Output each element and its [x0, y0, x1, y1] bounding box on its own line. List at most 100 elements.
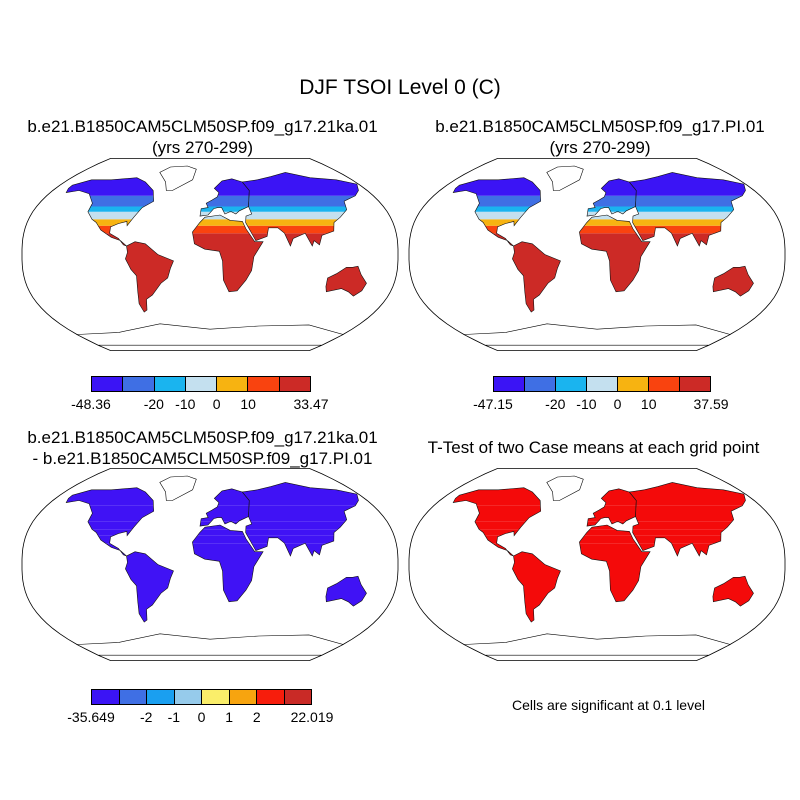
africa-coastline: [192, 524, 264, 603]
colorbar-tick-label: 0: [212, 396, 221, 412]
asia-band: [635, 516, 734, 522]
figure-title: DJF TSOI Level 0 (C): [299, 76, 501, 99]
namerica-band: [89, 195, 154, 207]
europe-band: [214, 178, 250, 196]
africa-coastline: [579, 214, 651, 293]
africa-band: [192, 225, 249, 234]
africa-band: [192, 233, 264, 292]
asia-band: [248, 505, 356, 517]
africa-band: [579, 535, 636, 544]
panel-4-map-content: [408, 468, 786, 661]
namerica-band: [98, 225, 128, 234]
colorbar-tick-label: 0: [197, 709, 206, 725]
asia-band: [638, 543, 715, 556]
colorbar-swatch: [173, 689, 202, 705]
namerica-band: [92, 529, 133, 536]
namerica-band: [479, 219, 520, 226]
namerica-band: [453, 487, 541, 506]
namerica-band: [87, 521, 139, 530]
samerica-coastline: [125, 551, 174, 623]
africa-coastline: [192, 214, 264, 293]
colorbar-swatch: [146, 689, 175, 705]
namerica-coastline: [65, 177, 155, 247]
colorbar-swatch: [617, 376, 649, 392]
panel-2-title: b.e21.B1850CAM5CLM50SP.f09_g17.PI.01 (yr…: [400, 116, 800, 158]
asia-band: [245, 219, 338, 226]
colorbar-tick-label: -1: [167, 709, 181, 725]
colorbar-tick-label: 22.019: [290, 709, 334, 725]
map-panel-4: [408, 468, 786, 661]
namerica-band: [479, 529, 520, 536]
europe-band: [587, 211, 626, 217]
namerica-coastline: [452, 487, 542, 557]
samerica-band: [125, 241, 174, 313]
namerica-band: [87, 206, 145, 212]
colorbar-tick-label: 10: [640, 396, 657, 412]
samerica-coastline: [125, 241, 174, 313]
map-panel-2: [408, 158, 786, 351]
asia-coastline: [241, 482, 359, 557]
asia-band: [635, 505, 743, 517]
asia-coastline: [628, 172, 746, 247]
namerica-coastline: [452, 177, 542, 247]
australia-coastline: [325, 575, 367, 607]
europe-band: [587, 516, 636, 522]
panel-1-title: b.e21.B1850CAM5CLM50SP.f09_g17.21ka.01 (…: [0, 116, 405, 158]
namerica-band: [87, 516, 145, 522]
colorbar-swatch: [555, 376, 587, 392]
colorbar-swatch: [283, 689, 312, 705]
namerica-band: [474, 516, 532, 522]
antarctica-landmass: [75, 323, 344, 346]
asia-band: [242, 172, 359, 196]
asia-band: [251, 233, 328, 246]
colorbar-swatch: [586, 376, 618, 392]
panel-4-title-line1: T-Test of two Case means at each grid po…: [427, 438, 760, 457]
panel-3-title-line2: - b.e21.B1850CAM5CLM50SP.f09_g17.PI.01: [32, 449, 373, 468]
asia-coastline: [241, 172, 359, 247]
namerica-band: [453, 177, 541, 196]
australia-coastline: [325, 265, 367, 297]
panel-2-map-content: [408, 158, 786, 351]
namerica-band: [66, 487, 154, 506]
colorbar-tick-label: 2: [252, 709, 261, 725]
panel-1-map-content: [21, 158, 399, 351]
australia-coastline: [712, 265, 754, 297]
colorbar-swatch: [256, 689, 285, 705]
samerica-band: [512, 241, 561, 313]
africa-band: [192, 543, 264, 602]
asia-band: [629, 482, 746, 506]
namerica-band: [476, 505, 541, 517]
colorbar-tick-label: 1: [225, 709, 234, 725]
africa-band: [579, 233, 651, 292]
significance-note: Cells are significant at 0.1 level: [512, 697, 705, 713]
asia-band: [251, 543, 328, 556]
namerica-band: [492, 233, 514, 246]
panel-2-title-line2: (yrs 270-299): [549, 138, 651, 157]
europe-band: [587, 206, 636, 212]
namerica-band: [105, 543, 127, 556]
colorbar-swatch: [91, 376, 124, 392]
africa-coastline: [579, 524, 651, 603]
greenland-landmass: [159, 475, 197, 501]
colorbar-panel-1: -48.36 -20 -10 0 10 33.47: [71, 376, 329, 416]
europe-band: [206, 505, 250, 517]
europe-band: [200, 211, 239, 217]
africa-band: [579, 225, 636, 234]
colorbar-swatch: [122, 376, 155, 392]
samerica-coastline: [512, 241, 561, 313]
europe-band: [593, 505, 637, 517]
asia-band: [242, 482, 359, 506]
colorbar-panel-3: -35.649 -2 -1 0 1 2 22.019: [67, 689, 333, 729]
panel-2-title-line1: b.e21.B1850CAM5CLM50SP.f09_g17.PI.01: [435, 117, 765, 136]
colorbar-swatch: [278, 376, 311, 392]
namerica-band: [92, 219, 133, 226]
namerica-band: [98, 535, 128, 544]
panel-1-title-line2: (yrs 270-299): [151, 138, 254, 157]
asia-band: [632, 529, 725, 536]
colorbar-swatch: [228, 689, 257, 705]
asia-band: [635, 206, 734, 212]
greenland-landmass: [546, 165, 584, 191]
asia-band: [635, 195, 743, 207]
colorbar-panel-1-swatches: [91, 376, 311, 392]
namerica-band: [66, 177, 154, 196]
